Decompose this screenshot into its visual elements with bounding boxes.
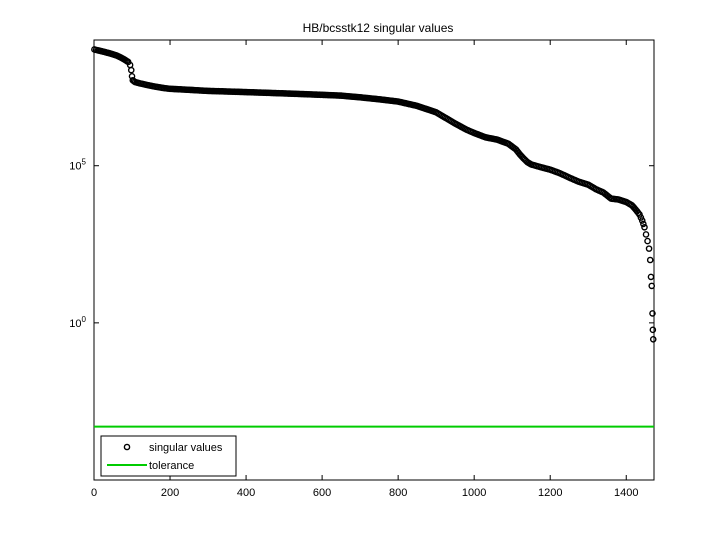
y-tick-label: 100: [69, 315, 86, 330]
singular-value-point: [648, 282, 656, 290]
x-tick-label: 1200: [538, 487, 562, 499]
singular-value-point: [644, 237, 651, 245]
singular-value-point: [641, 223, 648, 231]
x-tick-label: 800: [389, 487, 407, 499]
y-tick-label: 105: [69, 158, 86, 173]
singular-value-point: [638, 217, 646, 224]
singular-value-point: [640, 220, 647, 228]
singular-value-point: [649, 335, 657, 343]
singular-value-point: [646, 256, 654, 264]
legend-box: [100, 435, 237, 477]
legend-label-singular-values: singular values: [149, 442, 223, 454]
plot-area: [93, 39, 655, 481]
legend: singular values tolerance: [100, 435, 237, 477]
singular-value-point: [649, 326, 657, 334]
axis-ticks: 0 200 400 600 800 1000 1200 1400 105 100: [69, 40, 654, 499]
singular-value-point: [642, 231, 650, 238]
legend-label-tolerance: tolerance: [149, 460, 194, 472]
singular-value-point: [127, 66, 135, 74]
chart-title: HB/bcsstk12 singular values: [303, 21, 454, 35]
x-tick-label: 600: [313, 487, 331, 499]
x-tick-label: 1400: [614, 487, 638, 499]
x-tick-label: 1000: [462, 487, 486, 499]
singular-value-point: [647, 273, 655, 281]
singular-value-point: [649, 310, 656, 317]
legend-marker-singular-values: [123, 443, 131, 451]
x-tick-label: 0: [91, 487, 97, 499]
x-tick-label: 400: [237, 487, 255, 499]
x-tick-label: 200: [161, 487, 179, 499]
singular-value-point: [645, 245, 653, 252]
data-points: [91, 46, 657, 343]
